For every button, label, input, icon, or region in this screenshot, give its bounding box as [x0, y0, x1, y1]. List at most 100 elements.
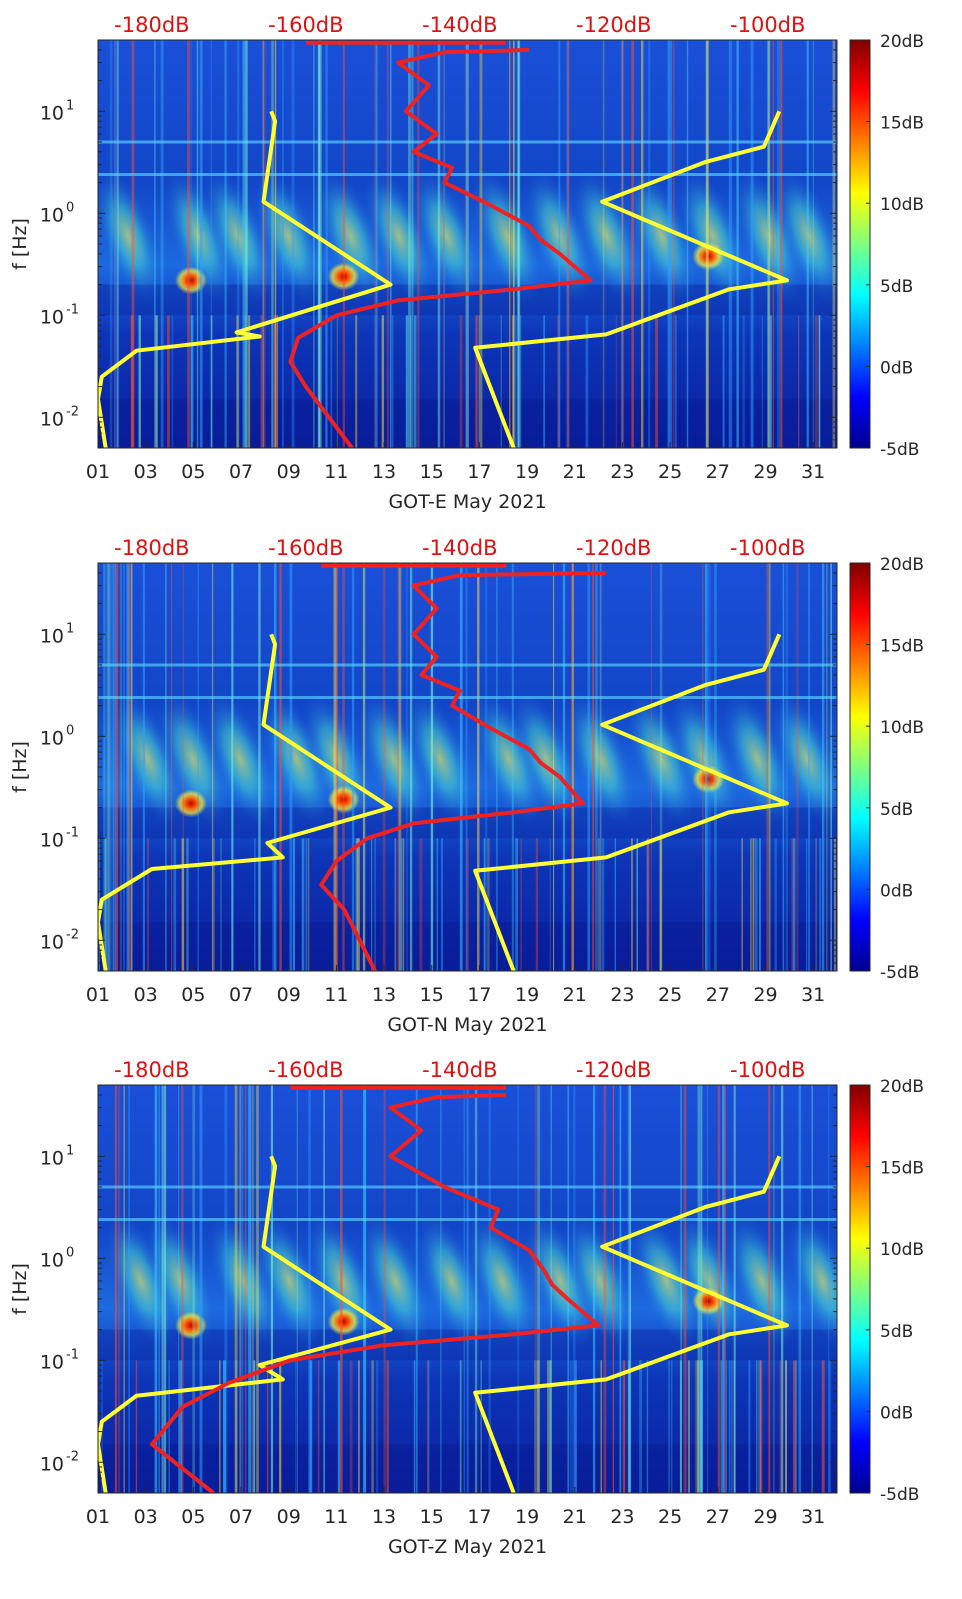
signal-streak — [805, 838, 808, 971]
signal-streak — [602, 838, 605, 971]
signal-streak — [223, 1360, 226, 1493]
energy-blob — [412, 169, 481, 303]
signal-streak — [381, 315, 385, 448]
x-tick-label: 23 — [610, 461, 634, 483]
signal-streak — [114, 1085, 117, 1493]
y-tick-exponent: 0 — [66, 723, 74, 738]
signal-streak — [413, 1360, 416, 1493]
x-tick-label: 29 — [753, 1506, 777, 1528]
tonal-line — [98, 1185, 837, 1189]
signal-streak — [648, 40, 651, 448]
signal-streak — [336, 315, 338, 448]
signal-streak — [408, 40, 411, 448]
signal-streak — [547, 1360, 550, 1493]
x-tick-label: 03 — [134, 1506, 158, 1528]
signal-streak — [156, 315, 158, 448]
signal-streak — [474, 1085, 478, 1493]
energy-blob — [364, 169, 433, 303]
signal-streak — [126, 563, 130, 971]
signal-streak — [117, 1085, 121, 1493]
signal-streak — [821, 563, 825, 971]
signal-streak — [807, 563, 811, 971]
signal-streak — [171, 563, 173, 971]
colorbar-tick-label: -5dB — [880, 963, 919, 983]
signal-streak — [398, 563, 402, 971]
energy-blob — [627, 692, 696, 826]
tonal-line — [98, 663, 837, 667]
signal-streak — [104, 838, 107, 971]
signal-streak — [415, 1085, 418, 1493]
signal-streak — [534, 1360, 536, 1493]
signal-streak — [220, 838, 222, 971]
x-tick-label: 27 — [706, 984, 730, 1006]
signal-streak — [371, 1360, 374, 1493]
noise-band — [98, 922, 837, 971]
signal-streak — [630, 838, 633, 971]
x-tick-label: 11 — [324, 984, 348, 1006]
x-tick-label: 31 — [801, 461, 825, 483]
signal-streak — [659, 838, 662, 971]
signal-streak — [484, 563, 488, 971]
top-db-label: -160dB — [268, 13, 343, 37]
signal-streak — [675, 315, 677, 448]
signal-streak — [231, 563, 234, 971]
signal-streak — [224, 40, 227, 448]
x-tick-label: 19 — [515, 1506, 539, 1528]
energy-blob — [678, 169, 747, 303]
signal-streak — [234, 1085, 238, 1493]
signal-streak — [720, 1360, 723, 1493]
signal-streak — [728, 1360, 731, 1493]
signal-streak — [806, 40, 809, 448]
signal-streak — [406, 563, 408, 971]
signal-streak — [641, 40, 644, 448]
x-tick-label: 29 — [753, 984, 777, 1006]
signal-streak — [251, 1085, 254, 1493]
signal-streak — [794, 1360, 797, 1493]
energy-blob — [572, 169, 642, 303]
signal-streak — [276, 315, 278, 448]
signal-streak — [382, 563, 386, 971]
signal-streak — [573, 1085, 576, 1493]
signal-streak — [639, 1360, 642, 1493]
signal-streak — [769, 315, 772, 448]
signal-streak — [517, 1085, 520, 1493]
x-tick-label: 31 — [801, 984, 825, 1006]
signal-streak — [289, 563, 293, 971]
signal-streak — [397, 563, 400, 971]
signal-streak — [253, 1360, 256, 1493]
signal-streak — [477, 563, 480, 971]
yellow-noise-model-line-0 — [98, 633, 393, 971]
y-axis-label: f [Hz] — [9, 1263, 31, 1315]
y-tick-label: 10 — [40, 931, 64, 953]
signal-streak — [566, 40, 569, 448]
colorbar-tick-label: 0dB — [880, 358, 913, 378]
signal-streak — [768, 1085, 771, 1493]
signal-streak — [598, 838, 600, 971]
signal-streak — [247, 315, 251, 448]
signal-streak — [394, 838, 396, 971]
signal-streak — [728, 40, 731, 448]
signal-streak — [123, 1085, 125, 1493]
x-tick-label: 07 — [229, 984, 253, 1006]
signal-streak — [248, 1085, 252, 1493]
signal-streak — [173, 838, 177, 971]
signal-streak — [724, 1085, 727, 1493]
signal-streak — [815, 838, 817, 971]
signal-streak — [729, 40, 733, 448]
signal-streak — [766, 563, 768, 971]
signal-streak — [371, 838, 373, 971]
signal-streak — [535, 838, 538, 971]
colorbar-tick-label: 15dB — [880, 1159, 924, 1179]
signal-streak — [655, 315, 658, 448]
top-db-label: -100dB — [730, 1058, 805, 1082]
signal-streak — [272, 838, 275, 971]
yellow-noise-model-line-1 — [473, 1155, 789, 1493]
signal-streak — [111, 563, 114, 971]
signal-streak — [697, 1360, 700, 1493]
signal-streak — [130, 315, 133, 448]
tonal-line — [98, 140, 837, 144]
signal-streak — [109, 40, 113, 448]
energy-blob — [208, 1214, 278, 1348]
x-tick-label: 19 — [515, 984, 539, 1006]
